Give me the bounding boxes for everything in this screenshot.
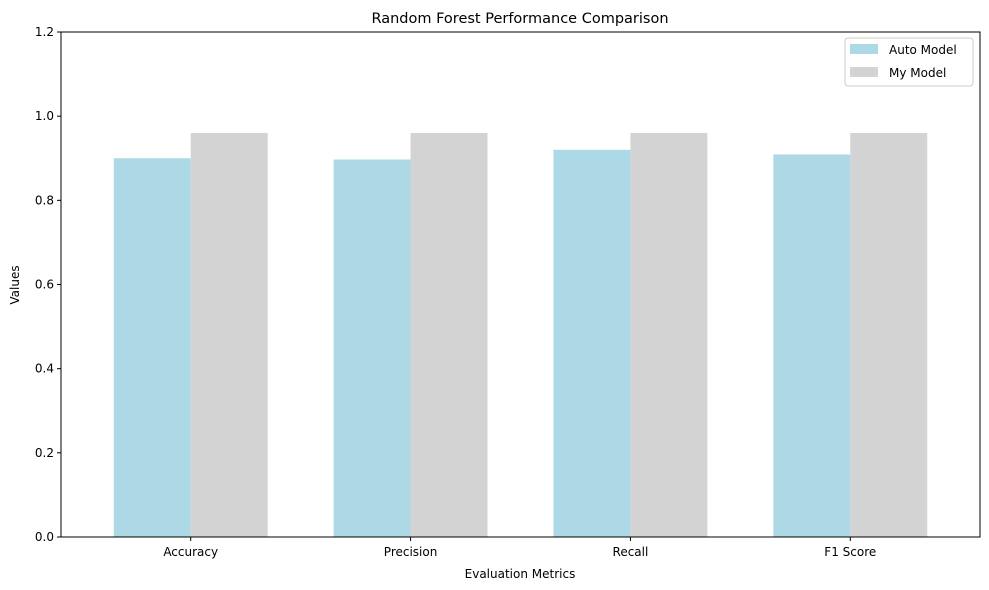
bar-my-model-recall <box>630 133 708 537</box>
bars-group <box>113 133 928 537</box>
bar-auto-model-precision <box>333 159 411 537</box>
x-tick-label: F1 Score <box>824 545 876 559</box>
x-axis-label: Evaluation Metrics <box>465 567 576 581</box>
bar-my-model-f1-score <box>850 133 928 537</box>
x-tick-label: Accuracy <box>163 545 218 559</box>
legend-swatch-my-model <box>850 67 878 77</box>
x-tick-label: Precision <box>384 545 438 559</box>
legend-swatch-auto-model <box>850 44 878 54</box>
chart-title: Random Forest Performance Comparison <box>371 11 668 27</box>
bar-my-model-accuracy <box>190 133 268 537</box>
bar-my-model-precision <box>410 133 488 537</box>
x-tick-label: Recall <box>613 545 649 559</box>
y-axis-label: Values <box>8 265 22 304</box>
axes-group: 0.0 0.2 0.4 0.6 0.8 1.0 1.2 Accuracy Precision Re… <box>35 25 981 559</box>
y-tick-label: 0.8 <box>35 193 54 207</box>
y-tick-label: 1.2 <box>35 25 54 39</box>
legend: Auto Model My Model <box>844 37 974 87</box>
bar-auto-model-f1-score <box>773 154 851 537</box>
y-tick-label: 0.2 <box>35 446 54 460</box>
y-tick-label: 0.0 <box>35 530 54 544</box>
y-tick-label: 1.0 <box>35 109 54 123</box>
legend-label-auto-model: Auto Model <box>889 43 957 57</box>
bar-auto-model-accuracy <box>113 158 191 537</box>
bar-auto-model-recall <box>553 149 631 537</box>
y-tick-label: 0.6 <box>35 278 54 292</box>
y-tick-label: 0.4 <box>35 362 54 376</box>
legend-label-my-model: My Model <box>889 66 946 80</box>
